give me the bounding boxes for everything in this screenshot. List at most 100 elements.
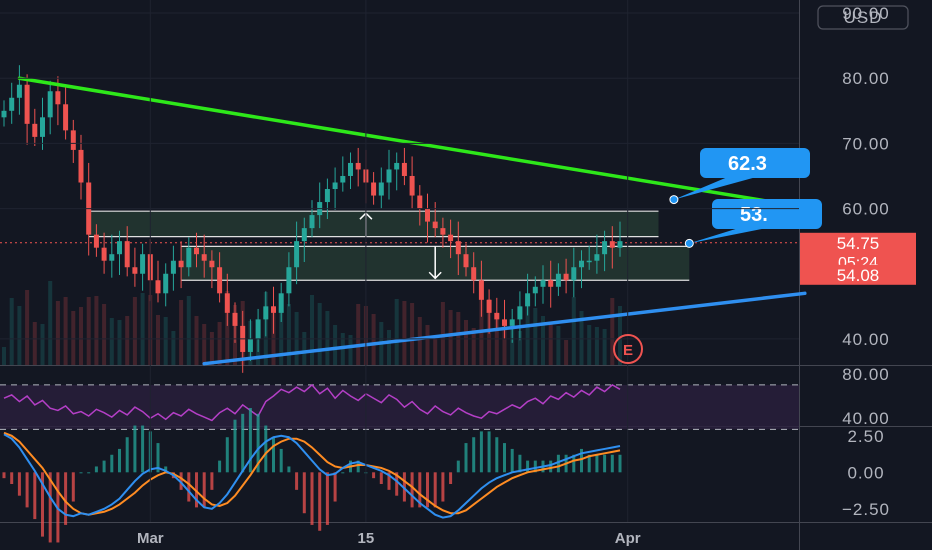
candle-body[interactable] (170, 260, 176, 274)
candle-body[interactable] (602, 241, 608, 255)
rsi-line[interactable] (3, 383, 621, 422)
candle-body[interactable] (217, 267, 223, 294)
candle-body[interactable] (463, 254, 469, 268)
candle-body[interactable] (263, 306, 269, 320)
candle-body[interactable] (155, 280, 161, 294)
candle-body[interactable] (440, 228, 446, 235)
candle-body[interactable] (209, 260, 215, 268)
candle-body[interactable] (16, 84, 22, 98)
candle-body[interactable] (47, 91, 53, 118)
callout-anchor[interactable] (684, 238, 694, 248)
candle-body[interactable] (55, 91, 61, 105)
candle-body[interactable] (294, 241, 300, 268)
candle-body[interactable] (409, 175, 415, 196)
candle-body[interactable] (509, 319, 515, 326)
currency-badge[interactable] (817, 5, 909, 30)
candle-body[interactable] (232, 312, 238, 326)
candle-body[interactable] (502, 319, 507, 326)
candle-body[interactable] (486, 299, 492, 313)
candle-body[interactable] (425, 208, 430, 222)
candle-body[interactable] (101, 247, 107, 261)
candle-body[interactable] (201, 254, 207, 261)
candle-body[interactable] (571, 267, 577, 281)
candle-body[interactable] (309, 215, 315, 229)
candle-body[interactable] (494, 312, 500, 320)
volume-bar (471, 328, 476, 365)
candle-body[interactable] (1, 110, 7, 118)
macd-histogram-bar (426, 472, 429, 508)
candle-body[interactable] (186, 247, 192, 268)
candle-body[interactable] (78, 149, 84, 183)
candle-body[interactable] (70, 130, 76, 150)
macd-pane[interactable] (2, 408, 622, 543)
callout-box[interactable] (700, 148, 810, 178)
candle-body[interactable] (586, 260, 592, 263)
callout-anchor[interactable] (669, 195, 679, 205)
candle-body[interactable] (340, 175, 346, 183)
volume-bar (410, 303, 415, 365)
candle-body[interactable] (563, 273, 569, 281)
candle-body[interactable] (455, 241, 461, 255)
candle-body[interactable] (617, 241, 623, 248)
candle-body[interactable] (132, 267, 138, 274)
earnings-marker-icon[interactable] (613, 334, 643, 364)
candle-body[interactable] (224, 293, 230, 313)
candle-body[interactable] (40, 117, 45, 137)
range-zone[interactable] (88, 211, 659, 237)
candle-body[interactable] (555, 273, 561, 287)
candle-body[interactable] (194, 247, 199, 255)
candle-body[interactable] (271, 306, 276, 313)
candle-body[interactable] (9, 97, 15, 111)
candle-body[interactable] (32, 123, 38, 137)
candle-body[interactable] (247, 338, 253, 352)
candle-body[interactable] (609, 241, 615, 248)
candle-body[interactable] (278, 293, 284, 313)
price-pane[interactable]: 62.3 53. (0, 65, 822, 373)
support-trendline[interactable] (202, 291, 807, 366)
candle-body[interactable] (417, 195, 423, 209)
candle-body[interactable] (301, 228, 307, 242)
candle-body[interactable] (286, 267, 292, 294)
candle-body[interactable] (540, 280, 546, 287)
candle-body[interactable] (255, 319, 261, 339)
candle-body[interactable] (371, 182, 377, 196)
macd-histogram-bar (395, 472, 399, 496)
candle-body[interactable] (401, 162, 407, 176)
candle-body[interactable] (448, 234, 454, 242)
candle-body[interactable] (124, 241, 130, 268)
candle-body[interactable] (332, 182, 338, 190)
candle-body[interactable] (109, 254, 115, 261)
candle-body[interactable] (140, 254, 146, 274)
candle-body[interactable] (471, 267, 477, 281)
candle-body[interactable] (378, 182, 384, 196)
candle-body[interactable] (525, 293, 531, 307)
candle-body[interactable] (178, 260, 184, 268)
candle-body[interactable] (594, 254, 600, 261)
candle-body[interactable] (324, 189, 330, 203)
candle-body[interactable] (386, 169, 392, 183)
callout-box[interactable] (712, 199, 822, 229)
candle-body[interactable] (93, 234, 99, 248)
rsi-pane[interactable] (0, 383, 799, 430)
candle-body[interactable] (548, 280, 554, 287)
candle-body[interactable] (432, 221, 438, 229)
candle-body[interactable] (579, 260, 584, 268)
candle-body[interactable] (478, 280, 484, 300)
candle-body[interactable] (24, 84, 30, 124)
volume-bar (610, 298, 615, 365)
candle-body[interactable] (117, 241, 122, 255)
candle-body[interactable] (348, 162, 353, 176)
candle-body[interactable] (163, 273, 169, 294)
previous-price-tag[interactable] (800, 264, 916, 285)
candle-body[interactable] (517, 306, 523, 320)
macd-histogram-bar (325, 472, 329, 525)
volume-bar (317, 303, 322, 365)
candle-body[interactable] (532, 286, 538, 294)
candle-body[interactable] (355, 162, 361, 170)
macd-histogram-bar (41, 472, 44, 537)
signal-line[interactable] (3, 431, 621, 516)
macd-line[interactable] (3, 433, 621, 519)
candle-body[interactable] (394, 162, 400, 170)
candle-body[interactable] (63, 104, 69, 131)
